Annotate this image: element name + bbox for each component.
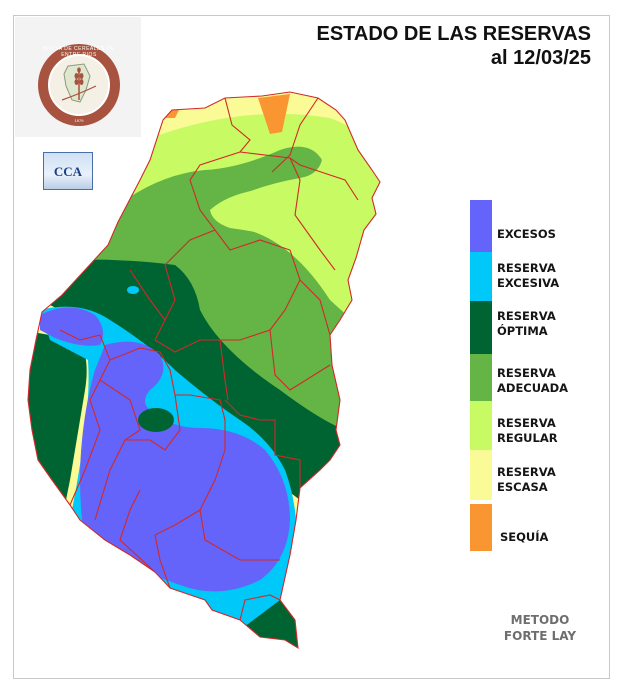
legend-swatch [470, 301, 492, 354]
legend-swatch [470, 200, 492, 252]
legend-label: RESERVA REGULAR [497, 416, 558, 445]
legend-label: EXCESOS [497, 227, 556, 241]
cca-logo-text: CCA [53, 164, 83, 179]
cca-logo: CCA [43, 152, 93, 190]
title-text: ESTADO DE LAS RESERVAS [316, 23, 592, 45]
legend-swatch [470, 401, 492, 450]
page-title: ESTADO DE LAS RESERVAS al 12/03/25 [317, 22, 592, 70]
legend-label: RESERVA ADECUADA [497, 366, 569, 395]
bolsa-cereales-logo: BOLSA DE CEREALES DE ENTRE RIOS 1979 [38, 44, 120, 126]
legend-swatch [470, 354, 492, 401]
logo-emblem-icon [48, 54, 110, 116]
legend-label: RESERVA ÓPTIMA [497, 309, 556, 338]
logo-panel: BOLSA DE CEREALES DE ENTRE RIOS 1979 [15, 17, 141, 137]
legend-label: RESERVA ESCASA [497, 465, 556, 494]
legend-label: RESERVA EXCESIVA [497, 261, 560, 290]
logo-year: 1979 [74, 118, 84, 123]
date-text: al 12/03/25 [490, 47, 591, 69]
legend-label: SEQUÍA [500, 530, 549, 544]
legend-swatch [470, 450, 492, 500]
legend-swatch [470, 252, 492, 301]
department-borders [27, 91, 381, 650]
method-line-1: METODO [510, 613, 570, 627]
method-line-2: FORTE LAY [503, 629, 577, 643]
method-note: METODO FORTE LAY [485, 612, 595, 644]
legend-swatch [470, 504, 492, 551]
